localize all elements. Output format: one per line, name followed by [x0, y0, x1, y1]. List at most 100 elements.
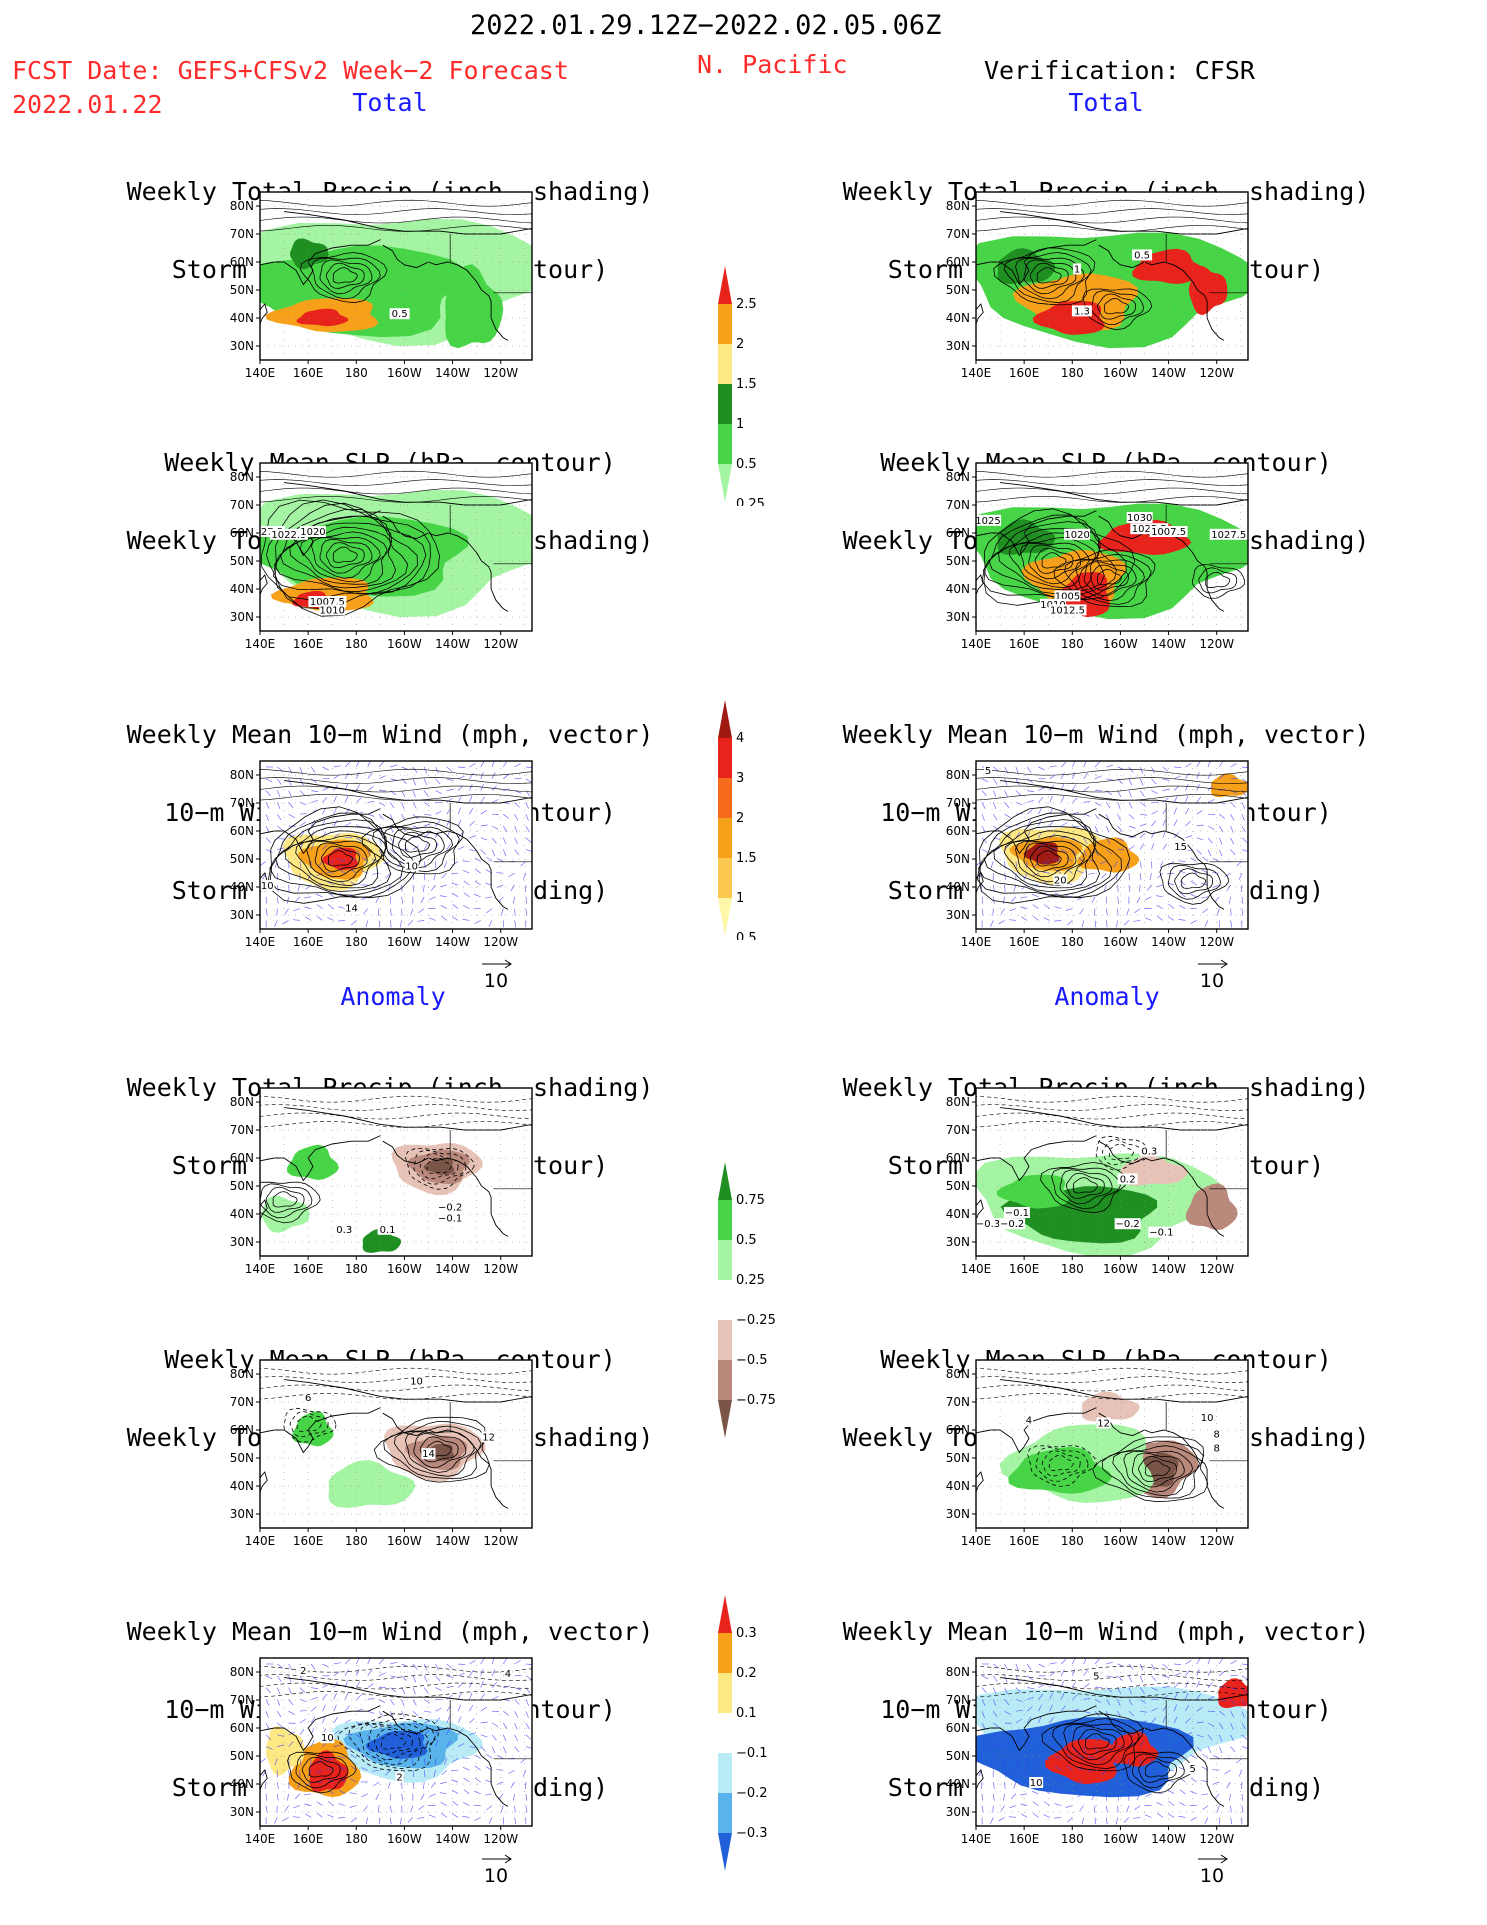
- wind-vector: [1032, 1801, 1039, 1806]
- wind-vector: [486, 908, 493, 914]
- wind-vector: [491, 1682, 497, 1688]
- contour-line: [1205, 571, 1231, 589]
- wind-vector: [981, 790, 987, 797]
- wind-vector: [1123, 920, 1130, 926]
- lat-tick-label: 50N: [230, 1179, 254, 1193]
- wind-vector: [1083, 1683, 1090, 1688]
- contour-line: [287, 1751, 357, 1794]
- wind-vector: [333, 819, 338, 827]
- wind-vector: [1139, 790, 1145, 797]
- wind-vector: [469, 1660, 476, 1665]
- contour-line: [976, 1367, 1248, 1375]
- wind-vector: [1015, 1663, 1019, 1671]
- colorbar-label: 1.5: [736, 377, 757, 392]
- wind-vector: [1083, 1669, 1088, 1676]
- wind-vector: [1155, 884, 1163, 888]
- lon-tick-label: 140W: [1151, 1534, 1186, 1548]
- contour-line: [260, 1121, 532, 1128]
- contour-label-bg: [481, 1431, 496, 1443]
- wind-vector: [350, 1778, 357, 1783]
- wind-vector: [333, 1730, 340, 1736]
- lon-tick-label: 160W: [1103, 1832, 1138, 1846]
- contour-line: [311, 257, 381, 300]
- wind-vector: [1173, 1743, 1181, 1747]
- wind-vector: [1004, 813, 1011, 818]
- lat-tick-label: 50N: [946, 852, 970, 866]
- wind-vector: [1162, 843, 1167, 850]
- contour-label: 1022.5: [271, 530, 306, 541]
- wind-vector: [993, 1734, 1001, 1737]
- wind-vector: [288, 1710, 295, 1715]
- wind-vector: [1077, 870, 1084, 874]
- contour-line: [976, 1674, 1248, 1681]
- wind-vector: [1128, 845, 1135, 850]
- wind-vector: [1081, 920, 1085, 928]
- wind-vector: [367, 786, 374, 791]
- wind-vector: [299, 1728, 305, 1736]
- wind-vector: [1230, 908, 1232, 916]
- wind-vector: [469, 795, 473, 803]
- wind-vector: [322, 844, 328, 850]
- contour-line: [978, 806, 1131, 904]
- panel-title-line: Weekly Mean 10−m Wind (mph, vector): [126, 720, 654, 749]
- wind-vector: [1042, 871, 1050, 874]
- lat-tick-label: 60N: [946, 255, 970, 269]
- map-frame: [975, 191, 1249, 361]
- wind-vector: [390, 1734, 395, 1741]
- contour-line: [404, 836, 430, 853]
- lon-tick-label: 120W: [483, 637, 518, 651]
- contour-label: 1: [1074, 264, 1080, 275]
- contour-line: [976, 1384, 1248, 1392]
- wind-vector: [480, 810, 487, 815]
- wind-vector: [401, 1687, 406, 1694]
- wind-vector: [339, 1789, 346, 1795]
- lat-tick-label: 40N: [230, 1207, 254, 1221]
- contour-label: 1007.5: [310, 597, 345, 608]
- map-total-wind-left: 10 14 10 80N 70N 60N 50N 40N 30N 140E 160E 180 160W 1…: [210, 755, 540, 959]
- lon-tick-label: 160E: [293, 1534, 324, 1548]
- wind-vector: [311, 1696, 318, 1700]
- wind-vector: [1002, 896, 1005, 904]
- shading-region: [1081, 1391, 1140, 1422]
- wind-vector: [462, 1816, 470, 1818]
- lon-tick-label: 140W: [1151, 637, 1186, 651]
- wind-vector: [1049, 765, 1057, 768]
- wind-vector: [502, 1734, 507, 1742]
- wind-vector: [288, 790, 292, 798]
- lon-tick-label: 160E: [1009, 366, 1040, 380]
- wind-vector: [990, 861, 994, 869]
- wind-vector: [1196, 761, 1201, 768]
- contour-line: [260, 768, 532, 776]
- wind-vector: [1083, 786, 1090, 791]
- wind-vector: [1230, 1711, 1235, 1718]
- contour-label-bg: [395, 1771, 404, 1783]
- wind-vector: [1185, 1660, 1192, 1665]
- wind-vector: [1238, 873, 1243, 880]
- wind-vector: [1038, 1663, 1045, 1668]
- contour-label: 1005: [1055, 591, 1080, 602]
- vector-ref-arrowhead: [504, 1854, 512, 1864]
- colorbar-segment: [718, 1320, 732, 1360]
- contour-line: [976, 216, 1248, 224]
- wind-vector: [1049, 847, 1057, 850]
- contour-line: [1053, 549, 1156, 608]
- colorbar-label: 2.5: [736, 297, 757, 312]
- contour-label-bg: [409, 1375, 424, 1387]
- wind-vector: [307, 873, 312, 880]
- contour-line: [1096, 568, 1122, 586]
- wind-vector: [990, 1758, 994, 1766]
- vector-ref-svg: 10: [482, 1854, 512, 1887]
- lat-tick-label: 40N: [946, 311, 970, 325]
- colorbar-segment: [718, 1753, 732, 1793]
- wind-vector: [412, 790, 416, 798]
- wind-vector: [486, 1753, 493, 1759]
- wind-vector: [390, 790, 397, 796]
- wind-vector: [1015, 831, 1021, 839]
- wind-vector: [1015, 1728, 1021, 1736]
- lat-tick-label: 30N: [230, 1507, 254, 1521]
- wind-vector: [1196, 1693, 1202, 1700]
- wind-vector: [265, 1675, 273, 1680]
- wind-vector: [1013, 884, 1017, 892]
- wind-vector: [316, 1801, 323, 1806]
- wind-vector: [1128, 813, 1135, 820]
